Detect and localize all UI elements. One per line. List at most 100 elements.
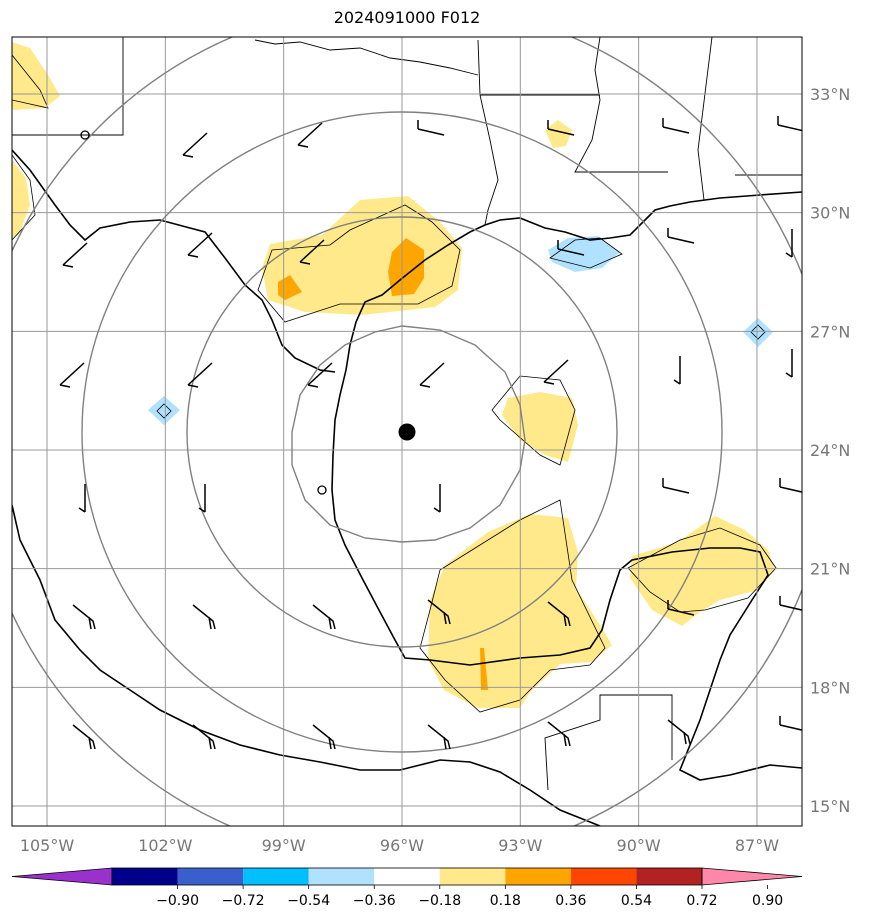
colorbar-tick-labels: −0.90 −0.72 −0.54 −0.36 −0.18 0.18 0.36 0.54 0.7… xyxy=(156,893,783,909)
longitude-label: 96°W xyxy=(380,836,424,855)
colorbar-box xyxy=(636,868,702,885)
wind-barb xyxy=(312,604,336,630)
colorbar xyxy=(11,867,803,889)
wind-barb xyxy=(312,724,336,750)
colorbar-tick-label: −0.36 xyxy=(353,893,396,909)
shade-region-nw-corner xyxy=(12,42,60,110)
wind-barb xyxy=(417,120,445,136)
latitude-label: 18°N xyxy=(810,678,850,697)
latitude-label: 30°N xyxy=(810,204,850,223)
contour-nw xyxy=(12,54,49,109)
wind-barb xyxy=(662,118,690,134)
colorbar-extend-max xyxy=(701,867,803,886)
wind-barb xyxy=(543,359,569,385)
colorbar-tick-label: −0.18 xyxy=(418,893,461,909)
wind-barb xyxy=(297,122,323,148)
range-ring-2 xyxy=(186,216,618,648)
colorbar-box xyxy=(243,868,309,885)
colorbar-tick-label: 0.54 xyxy=(621,893,652,909)
wind-barb xyxy=(62,242,88,268)
longitude-labels: 105°W 102°W 99°W 96°W 93°W 90°W 87°W xyxy=(20,836,779,855)
colorbar-tick-label: −0.90 xyxy=(156,893,199,909)
latitude-label: 33°N xyxy=(810,85,850,104)
wind-barb xyxy=(307,362,333,388)
range-rings xyxy=(12,37,802,826)
coastline-pacific-mexico xyxy=(12,504,601,826)
latitude-label: 15°N xyxy=(810,797,850,816)
wind-barb xyxy=(785,349,793,378)
coastline-louisiana xyxy=(484,191,802,241)
wind-barb xyxy=(547,721,571,747)
wind-barb xyxy=(198,484,206,513)
colorbar-box xyxy=(308,868,375,885)
wind-barb xyxy=(427,599,451,625)
wind-barb xyxy=(557,240,585,256)
wind-barb xyxy=(667,600,695,616)
wind-barb xyxy=(547,120,575,136)
latitude-labels: 15°N 18°N 21°N 24°N 27°N 30°N 33°N xyxy=(810,85,850,816)
contour-campeche xyxy=(419,499,606,713)
coastline-gulf-of-california xyxy=(12,149,336,373)
contour-louisiana xyxy=(549,237,623,269)
colorbar-box xyxy=(374,868,440,885)
wind-barb xyxy=(673,356,681,385)
wind-barb xyxy=(427,724,451,750)
longitude-label: 87°W xyxy=(735,836,779,855)
shade-region-west-edge xyxy=(12,160,30,238)
shade-neg-diamond-west xyxy=(148,396,180,425)
colorbar-tick-label: 0.18 xyxy=(490,893,521,909)
colorbar-tick-label: −0.72 xyxy=(222,893,265,909)
colorbar-tick-label: −0.54 xyxy=(287,893,330,909)
latitude-label: 27°N xyxy=(810,322,850,341)
wind-barb xyxy=(187,232,213,258)
wind-barb xyxy=(78,484,86,513)
longitude-label: 99°W xyxy=(262,836,306,855)
station-marker-coast xyxy=(317,485,327,495)
map-title: 2024091000 F012 xyxy=(333,8,481,27)
contour-texas xyxy=(257,204,461,323)
colorbar-box xyxy=(177,868,244,885)
colorbar-box xyxy=(439,868,506,885)
wind-barb xyxy=(187,362,213,388)
storm-center-marker xyxy=(398,423,416,441)
colorbar-box xyxy=(570,868,637,885)
colorbar-tick-label: 0.36 xyxy=(555,893,586,909)
border-ms-al xyxy=(697,37,713,201)
wind-barb xyxy=(662,478,690,494)
latitude-label: 24°N xyxy=(810,441,850,460)
wind-barb xyxy=(547,601,571,627)
wind-barb xyxy=(419,362,445,388)
latitude-label: 21°N xyxy=(810,560,850,579)
contour-lines xyxy=(12,54,777,713)
border-mexico-guatemala xyxy=(544,694,673,791)
colorbar-extend-min xyxy=(11,867,113,886)
station-marker-north xyxy=(80,130,90,140)
wind-barb xyxy=(72,724,96,750)
wind-barb xyxy=(433,484,441,513)
wind-barbs xyxy=(59,116,802,750)
longitude-label: 93°W xyxy=(498,836,542,855)
shade-region-louisiana-small xyxy=(545,120,572,148)
colorbar-tick-label: 0.90 xyxy=(752,893,783,909)
contour-diamond-west xyxy=(156,403,172,419)
colorbar-tick-label: 0.72 xyxy=(686,893,717,909)
shade-core-campeche xyxy=(480,648,488,690)
wind-barb xyxy=(59,362,85,388)
shade-region-yucatan xyxy=(630,516,775,626)
colorbar-box xyxy=(505,868,571,885)
contour-gulf-central xyxy=(491,375,576,466)
shade-neg-diamond-east xyxy=(743,318,773,347)
wind-barb xyxy=(785,229,793,258)
range-ring-1 xyxy=(291,325,526,543)
border-nm-tx xyxy=(12,37,124,136)
wind-barb xyxy=(299,239,325,265)
longitude-label: 105°W xyxy=(20,836,75,855)
longitude-label: 90°W xyxy=(617,836,661,855)
wind-barb xyxy=(182,132,208,158)
wind-barb xyxy=(192,604,216,630)
range-ring-3 xyxy=(81,111,723,753)
wind-barb xyxy=(667,228,695,244)
colorbar-outline xyxy=(111,867,703,886)
contour-diamond-east xyxy=(750,324,766,340)
